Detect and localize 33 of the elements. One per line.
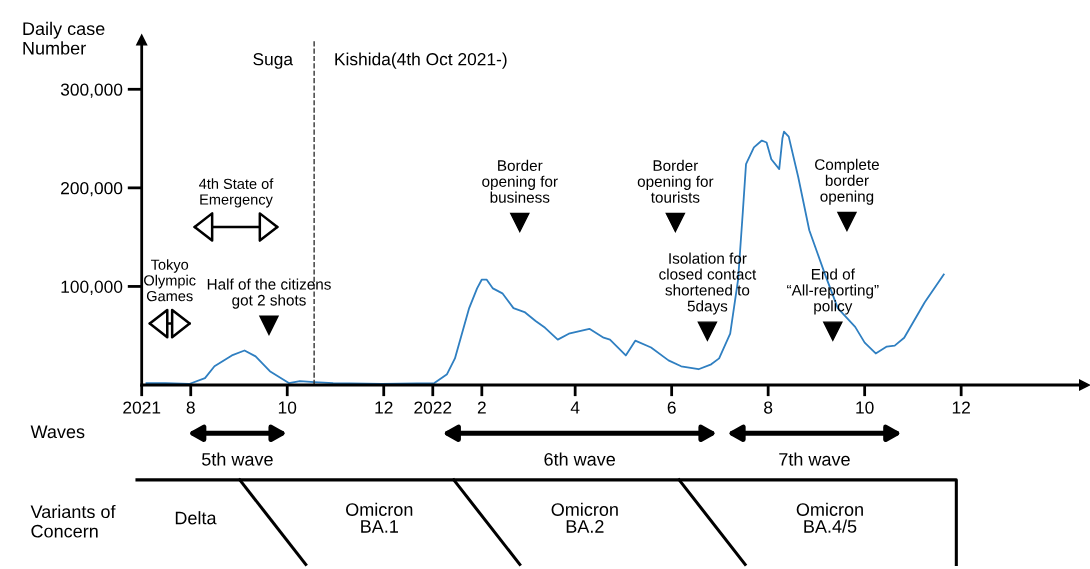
text: Waves <box>30 425 85 439</box>
annotation: Suga <box>253 53 294 69</box>
x-tick-label: 2 <box>477 401 486 414</box>
annotation: Tokyo Olympic Games <box>144 259 196 302</box>
x-tick-label: 4 <box>570 401 580 414</box>
x-tick-label: 2022 <box>414 401 452 414</box>
annotation: Half of the citizens got 2 shots <box>207 278 331 309</box>
text: Variants of Concern <box>30 504 116 538</box>
text: Omicron BA.2 <box>551 502 618 533</box>
annotation: Border opening for business <box>482 159 558 203</box>
x-tick-label: 12 <box>952 401 970 414</box>
annotation: Border opening for tourists <box>637 159 714 203</box>
annotation: 4th State of Emergency <box>199 178 274 208</box>
text: Omicron BA.1 <box>346 502 413 533</box>
text: 7th wave <box>779 452 850 466</box>
annotation: Kishida(4th Oct 2021-) <box>335 52 507 69</box>
x-tick-label: 12 <box>375 401 393 414</box>
x-tick-label: 2021 <box>123 401 161 414</box>
y-tick-label: 300,000 <box>60 83 123 98</box>
text: 5th wave <box>201 452 273 466</box>
x-tick-label: 6 <box>667 401 676 414</box>
x-tick-label: 8 <box>186 401 195 414</box>
text: Delta <box>175 511 217 525</box>
y-axis-title: Daily case Number <box>23 21 105 55</box>
text: Omicron BA.4/5 <box>796 502 863 533</box>
x-tick-label: 10 <box>278 401 297 414</box>
y-tick-label: 100,000 <box>61 280 123 295</box>
x-tick-label: 10 <box>856 401 874 414</box>
x-tick-label: 8 <box>764 401 773 414</box>
text: 6th wave <box>544 452 615 466</box>
line-series <box>145 130 945 385</box>
y-tick-label: 200,000 <box>61 182 123 197</box>
annotation: Complete border opening <box>815 158 879 205</box>
